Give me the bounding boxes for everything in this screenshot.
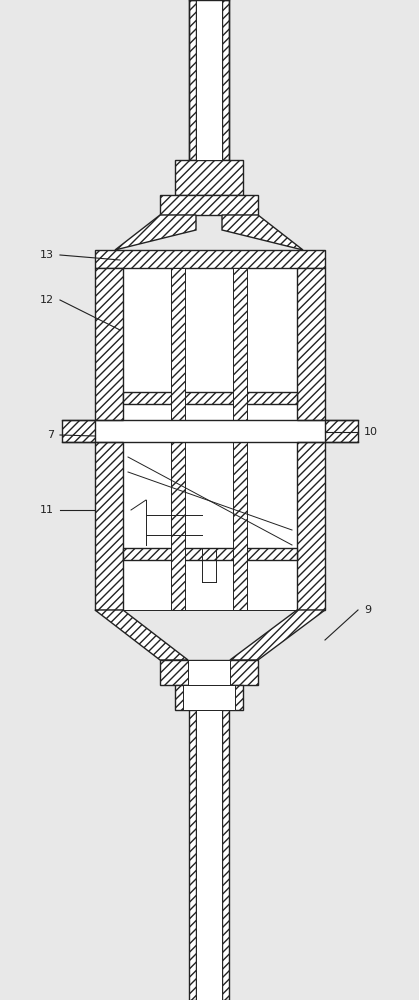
Polygon shape <box>171 442 185 610</box>
Polygon shape <box>189 0 196 160</box>
Polygon shape <box>123 392 297 404</box>
Polygon shape <box>196 0 222 160</box>
Polygon shape <box>95 442 123 610</box>
Polygon shape <box>297 442 325 610</box>
Polygon shape <box>123 548 297 560</box>
Polygon shape <box>95 268 123 420</box>
Polygon shape <box>230 610 325 660</box>
Polygon shape <box>95 250 325 268</box>
Polygon shape <box>233 268 247 420</box>
Text: 7: 7 <box>47 430 54 440</box>
Polygon shape <box>123 268 297 420</box>
Polygon shape <box>222 710 229 1000</box>
Polygon shape <box>62 420 95 442</box>
Polygon shape <box>297 268 325 420</box>
Text: 13: 13 <box>40 250 54 260</box>
Polygon shape <box>160 195 258 215</box>
Polygon shape <box>160 660 258 685</box>
Text: 12: 12 <box>40 295 54 305</box>
Text: 9: 9 <box>364 605 371 615</box>
Polygon shape <box>95 420 325 442</box>
Polygon shape <box>175 685 243 710</box>
Polygon shape <box>95 610 188 660</box>
Polygon shape <box>175 160 243 195</box>
Polygon shape <box>233 442 247 610</box>
Polygon shape <box>188 660 230 685</box>
Text: 10: 10 <box>364 427 378 437</box>
Polygon shape <box>196 710 222 1000</box>
Polygon shape <box>183 685 235 710</box>
Polygon shape <box>222 215 303 250</box>
Text: 11: 11 <box>40 505 54 515</box>
Polygon shape <box>171 268 185 420</box>
Polygon shape <box>222 0 229 160</box>
Polygon shape <box>115 215 196 250</box>
Polygon shape <box>189 710 196 1000</box>
Polygon shape <box>325 420 358 442</box>
Polygon shape <box>123 442 297 610</box>
